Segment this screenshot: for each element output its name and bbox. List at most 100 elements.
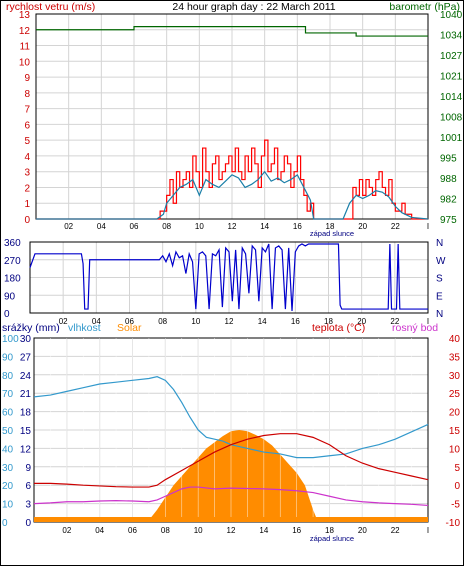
wind-speed-axis-label: rychlost vetru (m/s) xyxy=(6,1,95,13)
humidity-tick-label: 10 xyxy=(2,500,14,511)
wind-speed-tick-label: 4 xyxy=(24,152,30,163)
x-tick-label: 14 xyxy=(258,317,267,326)
x-tick-label: 12 xyxy=(228,222,237,231)
temperature-tick-label: -10 xyxy=(446,518,461,529)
temperature-tick-label: -5 xyxy=(451,500,460,511)
wind-barometer-panel: 0123456789101112139759829889951001100810… xyxy=(19,10,463,238)
plot-border xyxy=(35,13,429,220)
rain-tick-label: 24 xyxy=(20,371,32,382)
x-tick-label: 12 xyxy=(227,526,236,535)
series-line xyxy=(36,26,428,37)
x-tick-label: 06 xyxy=(128,526,137,535)
x-tick-label: 14 xyxy=(260,222,269,231)
compass-label: S xyxy=(436,274,443,285)
x-tick-label: 14 xyxy=(259,526,268,535)
rain-tick-label: 21 xyxy=(20,389,32,400)
rain-bar xyxy=(34,517,428,522)
barometer-tick-label: 1021 xyxy=(440,72,463,83)
humidity-tick-label: 70 xyxy=(2,389,14,400)
humidity-tick-label: 20 xyxy=(2,481,14,492)
compass-label: W xyxy=(436,256,446,267)
series-line xyxy=(33,486,429,507)
wind-speed-tick-label: 9 xyxy=(24,73,30,84)
x-tick-label: 22 xyxy=(391,526,400,535)
rain-tick-label: 18 xyxy=(20,408,32,419)
x-tick-label: 18 xyxy=(325,526,334,535)
barometer-tick-label: 988 xyxy=(440,174,457,185)
rain-axis-label: srážky (mm) xyxy=(2,322,60,334)
x-tick-label: 04 xyxy=(97,222,106,231)
direction-tick-label: 90 xyxy=(4,291,16,302)
series-line xyxy=(29,243,428,312)
direction-tick-label: 0 xyxy=(4,309,10,320)
temperature-tick-label: 10 xyxy=(449,444,461,455)
barometer-tick-label: 1014 xyxy=(440,92,463,103)
x-tick-label: 04 xyxy=(95,526,104,535)
x-tick-label: 02 xyxy=(64,222,73,231)
barometer-tick-label: 995 xyxy=(440,154,457,165)
series-line xyxy=(34,433,429,488)
humidity-axis-label: vlhkost xyxy=(68,322,101,334)
barometer-tick-label: 982 xyxy=(440,195,457,206)
x-tick-label: 08 xyxy=(162,222,171,231)
x-tick-label: 08 xyxy=(158,317,167,326)
series-line xyxy=(36,170,429,220)
x-tick-label: 08 xyxy=(161,526,170,535)
wind-speed-tick-label: 8 xyxy=(24,89,30,100)
rain-tick-label: 15 xyxy=(20,426,32,437)
x-tick-label: 18 xyxy=(326,222,335,231)
humidity-tick-label: 50 xyxy=(2,426,14,437)
x-tick-label: 02 xyxy=(59,317,68,326)
temperature-tick-label: 40 xyxy=(449,334,461,345)
humidity-tick-label: 100 xyxy=(2,334,19,345)
wind-speed-tick-label: 0 xyxy=(24,215,30,226)
wind-speed-tick-label: 11 xyxy=(20,42,31,53)
rain-tick-label: 3 xyxy=(25,500,31,511)
x-tick-label: 06 xyxy=(125,317,134,326)
x-tick-label: 20 xyxy=(357,317,366,326)
sunset-label: západ slunce xyxy=(310,534,354,543)
x-tick-label: 16 xyxy=(292,526,301,535)
wind-speed-tick-label: 13 xyxy=(19,10,31,21)
temperature-tick-label: 0 xyxy=(454,481,460,492)
wind-speed-tick-label: 2 xyxy=(24,183,30,194)
humidity-tick-label: 60 xyxy=(2,408,14,419)
humidity-tick-label: 0 xyxy=(2,518,8,529)
wind-speed-tick-label: 6 xyxy=(24,120,30,131)
wind-speed-tick-label: 5 xyxy=(24,136,30,147)
x-tick-label: 16 xyxy=(291,317,300,326)
x-tick-label: 04 xyxy=(92,317,101,326)
temperature-tick-label: 25 xyxy=(449,389,461,400)
temperature-tick-label: 30 xyxy=(449,371,461,382)
humidity-tick-label: 80 xyxy=(2,371,14,382)
compass-label: N xyxy=(436,309,443,320)
temperature-tick-label: 35 xyxy=(449,352,461,363)
x-tick-label: 10 xyxy=(191,317,200,326)
rain-tick-label: 12 xyxy=(20,444,32,455)
wind-speed-tick-label: 12 xyxy=(19,26,31,37)
humidity-tick-label: 90 xyxy=(2,352,14,363)
series-line xyxy=(36,139,428,220)
compass-label: N xyxy=(436,238,443,249)
barometer-tick-label: 1008 xyxy=(440,113,463,124)
x-tick-label: 10 xyxy=(195,222,204,231)
rain-tick-label: 6 xyxy=(25,481,31,492)
humidity-tick-label: 30 xyxy=(2,463,14,474)
x-tick-label: 20 xyxy=(358,222,367,231)
solar-label: Solar xyxy=(117,322,142,334)
barometer-tick-label: 975 xyxy=(440,215,457,226)
series-line xyxy=(33,376,429,459)
rain-tick-label: 27 xyxy=(20,352,32,363)
x-tick-label: 10 xyxy=(194,526,203,535)
wind-speed-tick-label: 10 xyxy=(19,57,31,68)
rain-tick-label: 9 xyxy=(25,463,31,474)
compass-label: E xyxy=(436,291,443,302)
temperature-tick-label: 5 xyxy=(454,463,460,474)
direction-tick-label: 180 xyxy=(4,274,21,285)
temperature-humidity-panel: 0 10 20 30 40 50 60 70 80 90 100 0 3 6 9 12 15 18 21 24 27 30… xyxy=(2,334,460,543)
x-tick-label: 18 xyxy=(324,317,333,326)
sunset-label: západ slunce xyxy=(310,229,354,238)
temperature-tick-label: 15 xyxy=(449,426,461,437)
